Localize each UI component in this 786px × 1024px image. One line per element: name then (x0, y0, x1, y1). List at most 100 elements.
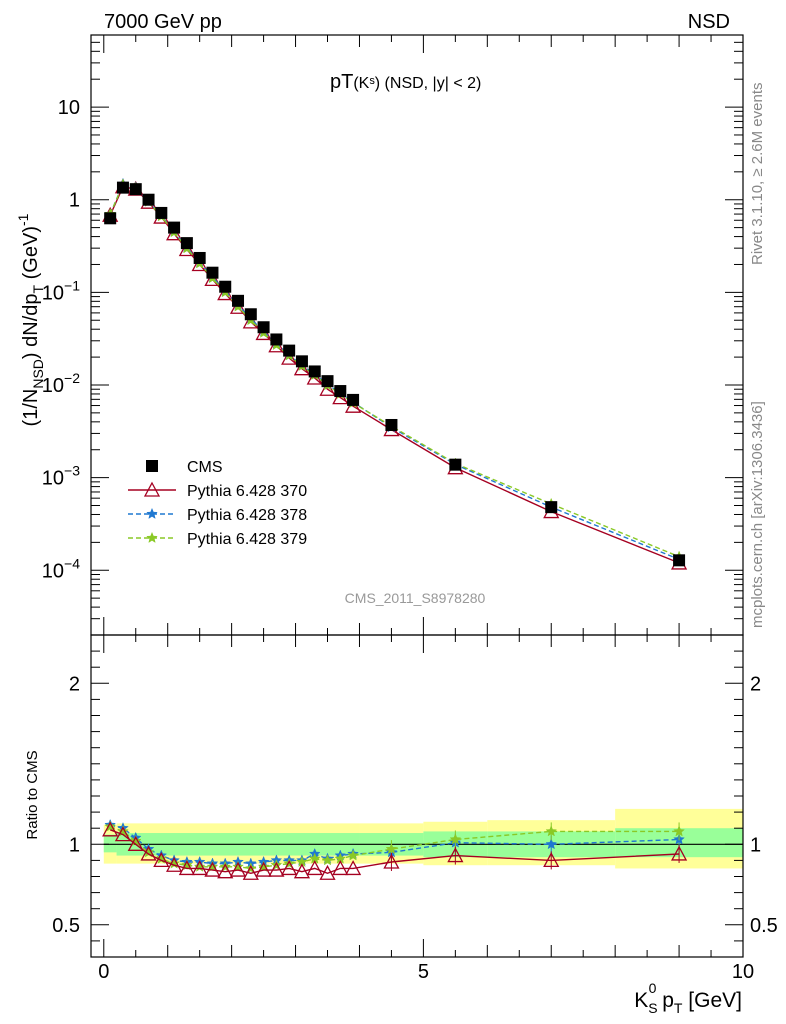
ratio-panel: 0.5 0.5 1 1 2 2 0 5 10 Ratio to CMS KS 0 pT [GeV] (24, 634, 778, 1016)
ratio-axis-ticks (91, 635, 744, 957)
ratio-point-s0-6 (178, 860, 195, 876)
point-s0-13 (270, 333, 283, 346)
main-y-tick-label-0: 10 (58, 97, 80, 119)
mcplots-label: mcplots.cern.ch [arXiv:1306.3436] (749, 401, 766, 628)
main-y-tick-label-2: 10−1 (42, 277, 80, 304)
legend-label-1: Pythia 6.428 370 (187, 483, 307, 500)
point-s0-6 (180, 237, 193, 250)
ratio-y-tick-label-right-2: 2 (750, 673, 761, 695)
point-s0-19 (347, 393, 360, 406)
ratio-point-s0-11 (242, 864, 259, 880)
main-y-tick-exponent: −4 (64, 555, 80, 571)
ratio-point-s0-18 (332, 860, 349, 876)
main-y-tick-label-3: 10−2 (42, 370, 80, 397)
point-s0-0 (104, 212, 117, 225)
ratio-point-s0-13 (268, 861, 285, 877)
main-y-tick-base: 10 (42, 375, 64, 397)
ratio-point-s2-23 (673, 825, 685, 837)
point-s0-4 (155, 206, 168, 219)
point-s0-10 (232, 294, 245, 307)
main-y-tick-base: 10 (58, 97, 80, 119)
ratio-point-s2-20 (385, 842, 398, 855)
ratio-point-s0-5 (166, 856, 183, 872)
ratio-point-s2-12 (257, 860, 270, 872)
energy-label: 7000 GeV pp (104, 11, 222, 33)
legend-label-3: Pythia 6.428 379 (187, 531, 307, 548)
main-y-tick-base: 1 (69, 190, 80, 212)
ratio-point-s0-16 (306, 860, 323, 876)
title-main: pT (330, 71, 353, 93)
main-y-tick-exponent: −3 (64, 463, 80, 479)
title-sub: (Kˢ) (353, 75, 380, 92)
ratio-point-s2-17 (321, 854, 334, 866)
ratio-point-s0-0 (102, 821, 119, 837)
point-s0-11 (244, 308, 257, 321)
point-s0-2 (129, 183, 142, 196)
ylabel-sup: -1 (15, 213, 31, 226)
process-label: NSD (688, 11, 730, 33)
point-s0-21 (449, 458, 462, 471)
main-y-tick-base: 10 (42, 468, 64, 490)
band-green-0 (103, 834, 117, 853)
x-tick-label-0: 0 (98, 961, 109, 983)
point-s0-3 (142, 193, 155, 206)
point-s0-16 (308, 365, 321, 378)
ratio-point-s0-4 (153, 852, 170, 868)
ratio-point-s0-3 (140, 845, 157, 861)
xlabel-sub: S (648, 1000, 657, 1016)
series-line-2 (109, 183, 680, 561)
point-s0-8 (206, 266, 219, 279)
ratio-tick-labels: 0.5 0.5 1 1 2 2 0 5 10 (52, 673, 778, 983)
ratio-series-line-0 (109, 829, 680, 875)
rivet-label: Rivet 3.1.10, ≥ 2.6M events (749, 83, 766, 266)
main-y-tick-base: 10 (42, 560, 64, 582)
point-s1-9 (217, 285, 234, 301)
ratio-point-s1-22 (545, 838, 558, 850)
series-line-3 (109, 183, 680, 558)
point-s0-22 (545, 501, 558, 514)
legend-marker-3 (146, 531, 158, 543)
ratio-point-s0-19 (344, 860, 362, 876)
ratio-point-s0-9 (217, 863, 234, 879)
point-s0-20 (385, 418, 398, 431)
ratio-point-s2-9 (219, 860, 232, 872)
point-s0-14 (283, 344, 296, 357)
ratio-point-s2-1 (117, 825, 129, 837)
point-s0-18 (334, 385, 347, 398)
ratio-frame (90, 634, 744, 958)
ratio-point-s0-22 (543, 852, 560, 868)
legend: CMS Pythia 6.428 370 Pythia 6.428 378 Pythi… (128, 459, 307, 548)
title-rest: (NSD, |y| < 2) (380, 75, 481, 92)
ratio-y-tick-label-1: 1 (69, 834, 80, 856)
ratio-point-s0-17 (319, 864, 336, 880)
point-s0-1 (116, 181, 129, 194)
analysis-watermark: CMS_2011_S8978280 (345, 590, 486, 606)
legend-label-2: Pythia 6.428 378 (187, 507, 307, 524)
ratio-point-s0-21 (447, 847, 464, 863)
ratio-y-tick-label-right-1: 1 (750, 834, 761, 856)
xlabel-sup: 0 (649, 980, 657, 996)
ratio-point-s0-10 (229, 861, 247, 877)
x-axis-label: KS 0 pT [GeV] (634, 980, 742, 1016)
xlabel-b: p (656, 989, 674, 1012)
legend-label-0: CMS (187, 459, 223, 476)
main-y-tick-exponent: −2 (64, 370, 80, 386)
ratio-point-s2-11 (244, 862, 257, 874)
ylabel-b: ) dN/dp (20, 293, 42, 359)
xlabel-c: [GeV] (682, 989, 742, 1012)
ratio-y-axis-label: Ratio to CMS (24, 750, 41, 839)
main-y-tick-label-5: 10−4 (42, 555, 80, 582)
x-tick-label-2: 10 (732, 961, 754, 983)
ylabel-sub: NSD (30, 359, 46, 389)
ratio-point-s2-14 (283, 857, 296, 869)
xlabel-sub2: T (674, 1000, 683, 1016)
ratio-point-s0-12 (255, 861, 272, 877)
main-plot-marks (102, 177, 688, 570)
ratio-point-s2-4 (155, 852, 168, 864)
point-s1-16 (306, 369, 323, 385)
point-s0-9 (219, 280, 232, 293)
point-s1-14 (281, 349, 298, 365)
ylabel-c: (GeV) (20, 226, 42, 285)
